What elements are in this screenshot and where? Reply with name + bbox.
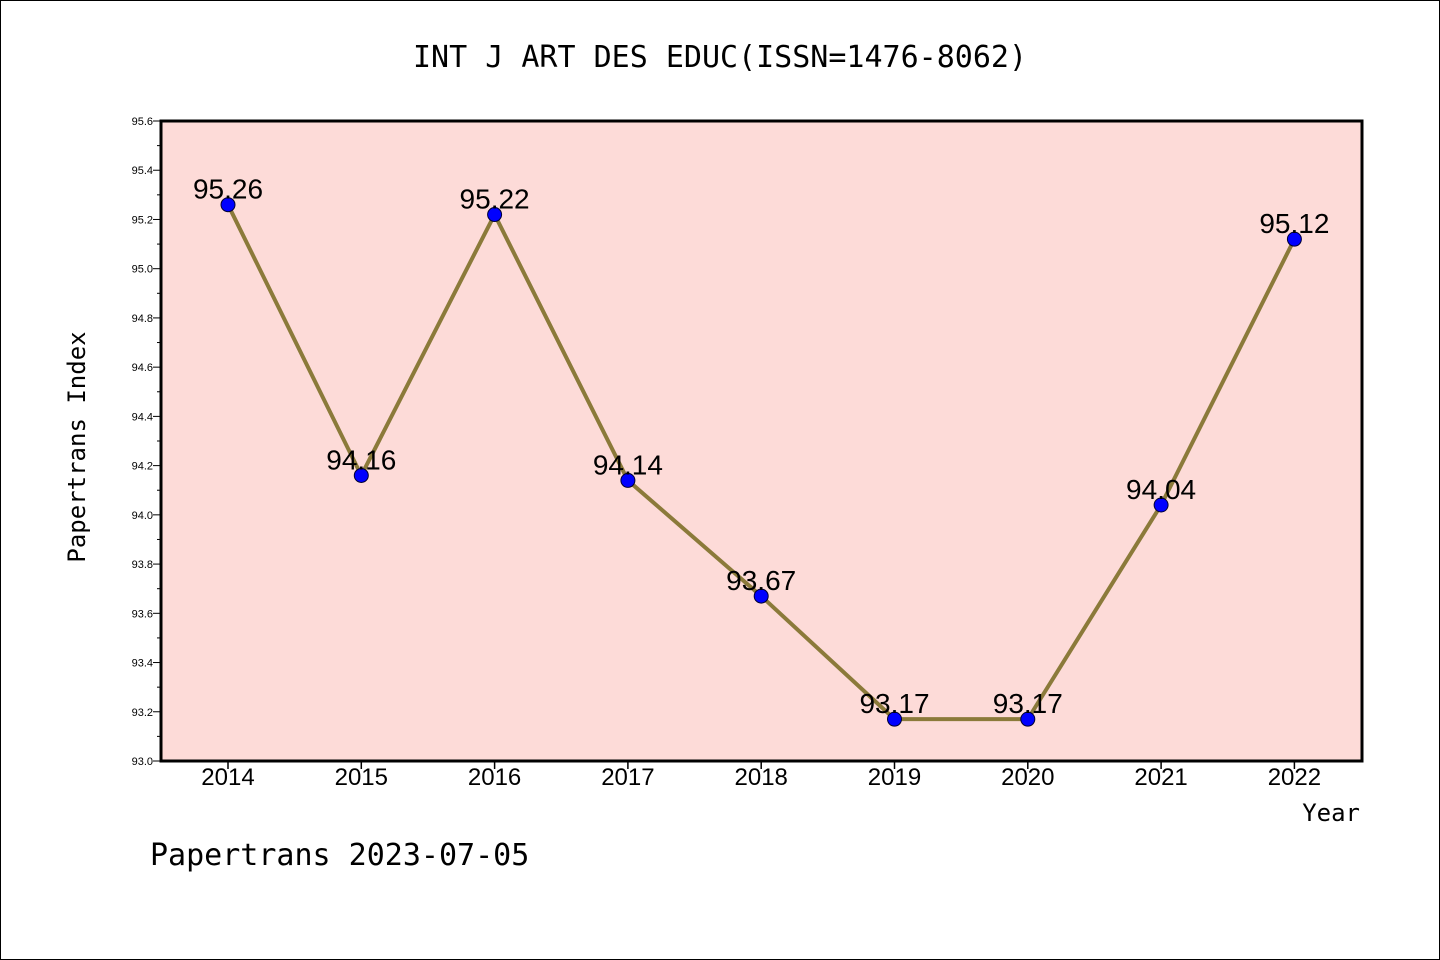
x-axis-label: Year — [1302, 799, 1360, 827]
y-tick-label: 94.4 — [132, 411, 153, 423]
data-point-2016 — [487, 207, 503, 223]
data-point-2022 — [1286, 231, 1302, 247]
data-point-2014 — [220, 197, 236, 213]
data-point-2018 — [753, 588, 769, 604]
x-tick-label: 2018 — [735, 764, 788, 791]
y-tick-label: 95.6 — [132, 116, 153, 128]
data-point-2017 — [620, 472, 636, 488]
y-tick-label: 94.2 — [132, 461, 153, 473]
x-tick-label: 2016 — [468, 764, 521, 791]
y-axis: 93.0 93.2 93.4 93.6 93.8 94.0 94.2 94.4 94.6 94.8… — [132, 116, 161, 768]
data-point-2019 — [887, 711, 902, 727]
x-tick-label: 2015 — [335, 764, 388, 791]
data-labels: 95.26 94.16 95.22 94.14 93.67 93.17 93.17 94.04… — [193, 174, 1329, 719]
x-tick-label: 2014 — [201, 764, 254, 791]
y-tick-label: 93.2 — [132, 707, 153, 719]
plot-frame — [159, 119, 1364, 763]
plot-area — [161, 121, 1362, 761]
y-tick-label: 95.0 — [132, 264, 153, 276]
data-label-2020: 93.17 — [993, 688, 1063, 719]
x-axis: 2014 2015 2016 2017 2018 2019 2020 2021 2022 — [201, 761, 1321, 791]
series-group — [220, 197, 1302, 727]
y-tick-label: 94.8 — [132, 313, 153, 325]
y-tick-label: 93.6 — [132, 608, 153, 620]
y-tick-label: 94.0 — [132, 510, 153, 522]
data-point-2020 — [1020, 711, 1036, 727]
x-tick-label: 2019 — [868, 764, 921, 791]
data-label-2016: 95.22 — [460, 184, 530, 215]
y-tick-label: 95.4 — [132, 165, 153, 177]
x-tick-label: 2022 — [1268, 764, 1321, 791]
y-tick-label: 94.6 — [132, 362, 153, 374]
x-tick-label: 2021 — [1134, 764, 1187, 791]
y-tick-label: 93.0 — [132, 756, 153, 768]
y-tick-label: 95.2 — [132, 214, 153, 226]
footer-date: Papertrans 2023-07-05 — [150, 838, 529, 873]
data-label-2022: 95.12 — [1259, 208, 1329, 239]
y-tick-label: 93.4 — [132, 658, 153, 670]
data-label-2015: 94.16 — [326, 444, 396, 475]
y-axis-label: Papertrans Index — [63, 331, 91, 562]
x-tick-label: 2020 — [1001, 764, 1054, 791]
x-tick-label: 2017 — [601, 764, 654, 791]
chart-title: INT J ART DES EDUC(ISSN=1476-8062) — [413, 40, 1027, 75]
data-label-2017: 94.14 — [593, 449, 663, 480]
data-point-2021 — [1153, 497, 1169, 513]
data-point-2015 — [353, 467, 369, 483]
data-label-2019: 93.17 — [859, 688, 929, 719]
data-label-2018: 93.67 — [726, 565, 796, 596]
data-label-2021: 94.04 — [1126, 474, 1196, 505]
y-tick-label: 93.8 — [132, 559, 153, 571]
data-label-2014: 95.26 — [193, 174, 263, 205]
